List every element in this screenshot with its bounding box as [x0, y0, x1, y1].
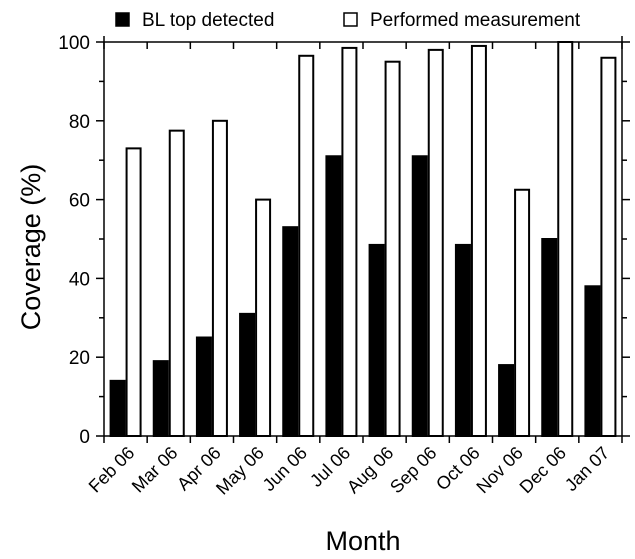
legend-label-bl-top-detected: BL top detected	[142, 10, 274, 31]
bar-performed-measurement-sep-06	[427, 48, 444, 437]
bar-performed-measurement-may-06	[255, 198, 272, 437]
bar-bl-top-detected-nov-06	[498, 364, 515, 437]
x-tick-label: Feb 06	[85, 443, 139, 497]
bar-bl-top-detected-sep-06	[411, 155, 428, 437]
y-axis-label: Coverage (%)	[16, 164, 46, 331]
x-tick-label: Nov 06	[472, 443, 526, 497]
x-tick-label: Mar 06	[128, 443, 182, 497]
bar-bl-top-detected-jan-07	[584, 285, 601, 437]
bar-bl-top-detected-aug-06	[368, 243, 385, 437]
bar-performed-measurement-dec-06	[557, 41, 574, 437]
x-tick-label: Dec 06	[516, 443, 570, 497]
y-tick-label: 100	[58, 33, 90, 54]
bar-performed-measurement-oct-06	[470, 44, 487, 437]
bar-performed-measurement-nov-06	[514, 188, 531, 437]
bar-performed-measurement-mar-06	[168, 129, 185, 437]
bar-bl-top-detected-mar-06	[152, 360, 169, 438]
y-tick-label: 20	[69, 348, 90, 369]
bar-performed-measurement-jun-06	[298, 54, 315, 437]
bar-bl-top-detected-may-06	[239, 312, 256, 437]
bars	[109, 41, 617, 438]
x-tick-label: Jun 06	[259, 443, 311, 495]
bar-bl-top-detected-jun-06	[282, 226, 299, 437]
x-tick-label: Aug 06	[343, 443, 397, 497]
bar-performed-measurement-jan-07	[600, 56, 617, 437]
bar-performed-measurement-jul-06	[341, 46, 358, 437]
bar-bl-top-detected-jul-06	[325, 155, 342, 437]
legend-label-performed-measurement: Performed measurement	[370, 10, 581, 31]
y-tick-label: 60	[69, 191, 90, 212]
legend: BL top detected Performed measurement	[115, 10, 581, 31]
bar-performed-measurement-aug-06	[384, 60, 401, 437]
bar-bl-top-detected-apr-06	[195, 336, 212, 437]
x-tick-label: Sep 06	[386, 443, 440, 497]
bar-bl-top-detected-oct-06	[454, 243, 471, 437]
y-tick-label: 0	[79, 427, 90, 448]
legend-swatch-bl-top-detected	[115, 12, 130, 27]
bar-bl-top-detected-feb-06	[109, 379, 126, 437]
bar-performed-measurement-apr-06	[211, 119, 228, 438]
y-axis: 0 20 40 60 80 100	[58, 33, 630, 448]
x-tick-label: Jan 07	[561, 443, 613, 495]
y-tick-label: 80	[69, 112, 90, 133]
y-tick-label: 40	[69, 269, 90, 290]
bar-bl-top-detected-dec-06	[541, 238, 558, 437]
bar-performed-measurement-feb-06	[125, 147, 142, 437]
x-tick-label: May 06	[212, 443, 268, 499]
x-axis-label: Month	[325, 526, 400, 554]
legend-swatch-performed-measurement	[343, 12, 358, 27]
